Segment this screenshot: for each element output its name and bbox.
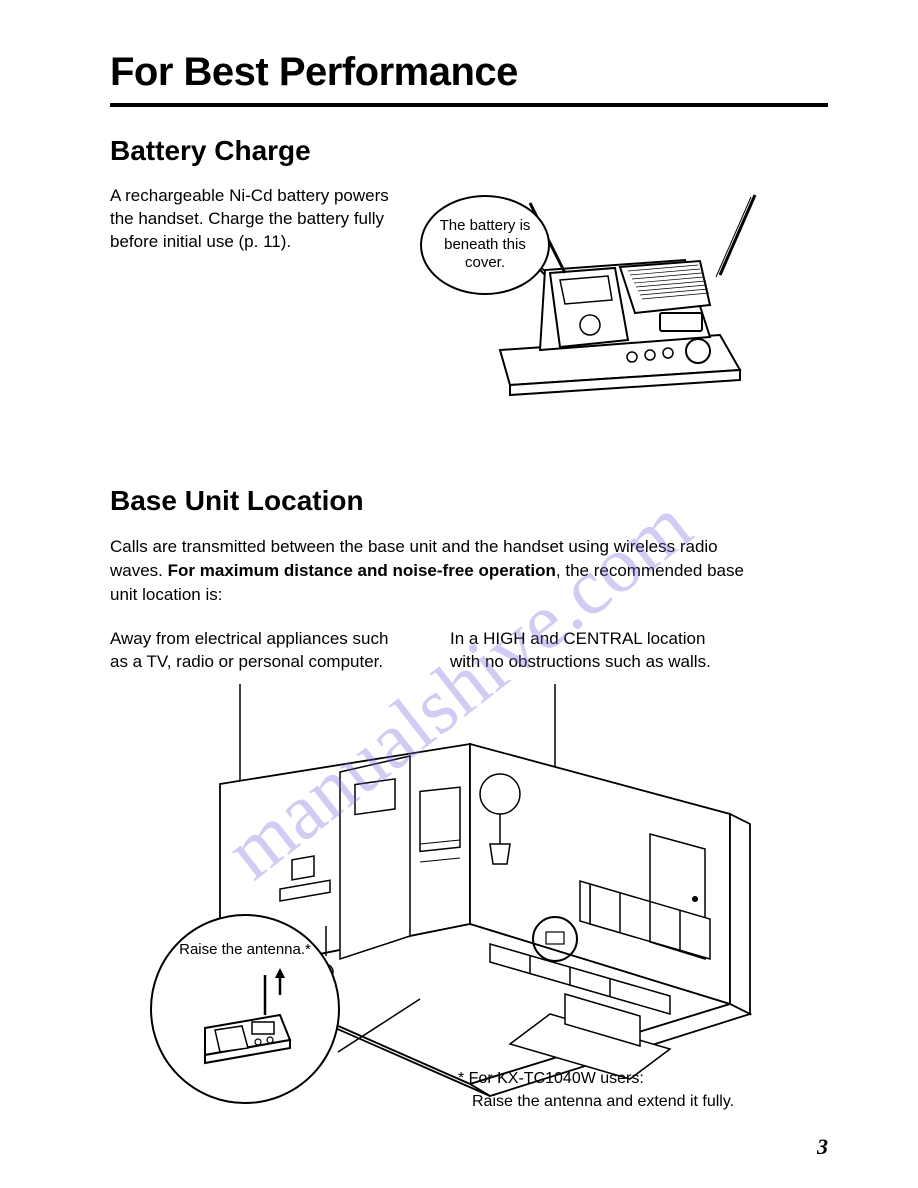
battery-body-text: A rechargeable Ni-Cd battery powers the … [110,185,390,254]
page-number: 3 [817,1134,828,1160]
battery-callout-bubble: The battery is beneath this cover. [420,195,550,295]
location-columns: Away from electrical appliances such as … [110,628,828,674]
heading-battery-charge: Battery Charge [110,135,828,167]
footnote: * For KX-TC1040W users: Raise the antenn… [458,1068,818,1113]
intro-bold: For maximum distance and noise-free oper… [168,561,556,580]
battery-section-row: A rechargeable Ni-Cd battery powers the … [110,185,828,425]
col-left: Away from electrical appliances such as … [110,628,390,674]
title-rule [110,103,828,107]
antenna-phone-icon [180,960,310,1080]
base-unit-intro: Calls are transmitted between the base u… [110,535,750,606]
phone-illustration: The battery is beneath this cover. [410,185,828,425]
col-right: In a HIGH and CENTRAL location with no o… [450,628,730,674]
antenna-callout-text: Raise the antenna.* [179,941,311,960]
footnote-line1: * For KX-TC1040W users: [458,1068,818,1090]
battery-callout-text: The battery is beneath this cover. [430,217,540,273]
page-title: For Best Performance [110,50,828,95]
footnote-line2: Raise the antenna and extend it fully. [458,1091,818,1113]
heading-base-unit-location: Base Unit Location [110,485,828,517]
antenna-callout-bubble: Raise the antenna.* [150,914,340,1104]
